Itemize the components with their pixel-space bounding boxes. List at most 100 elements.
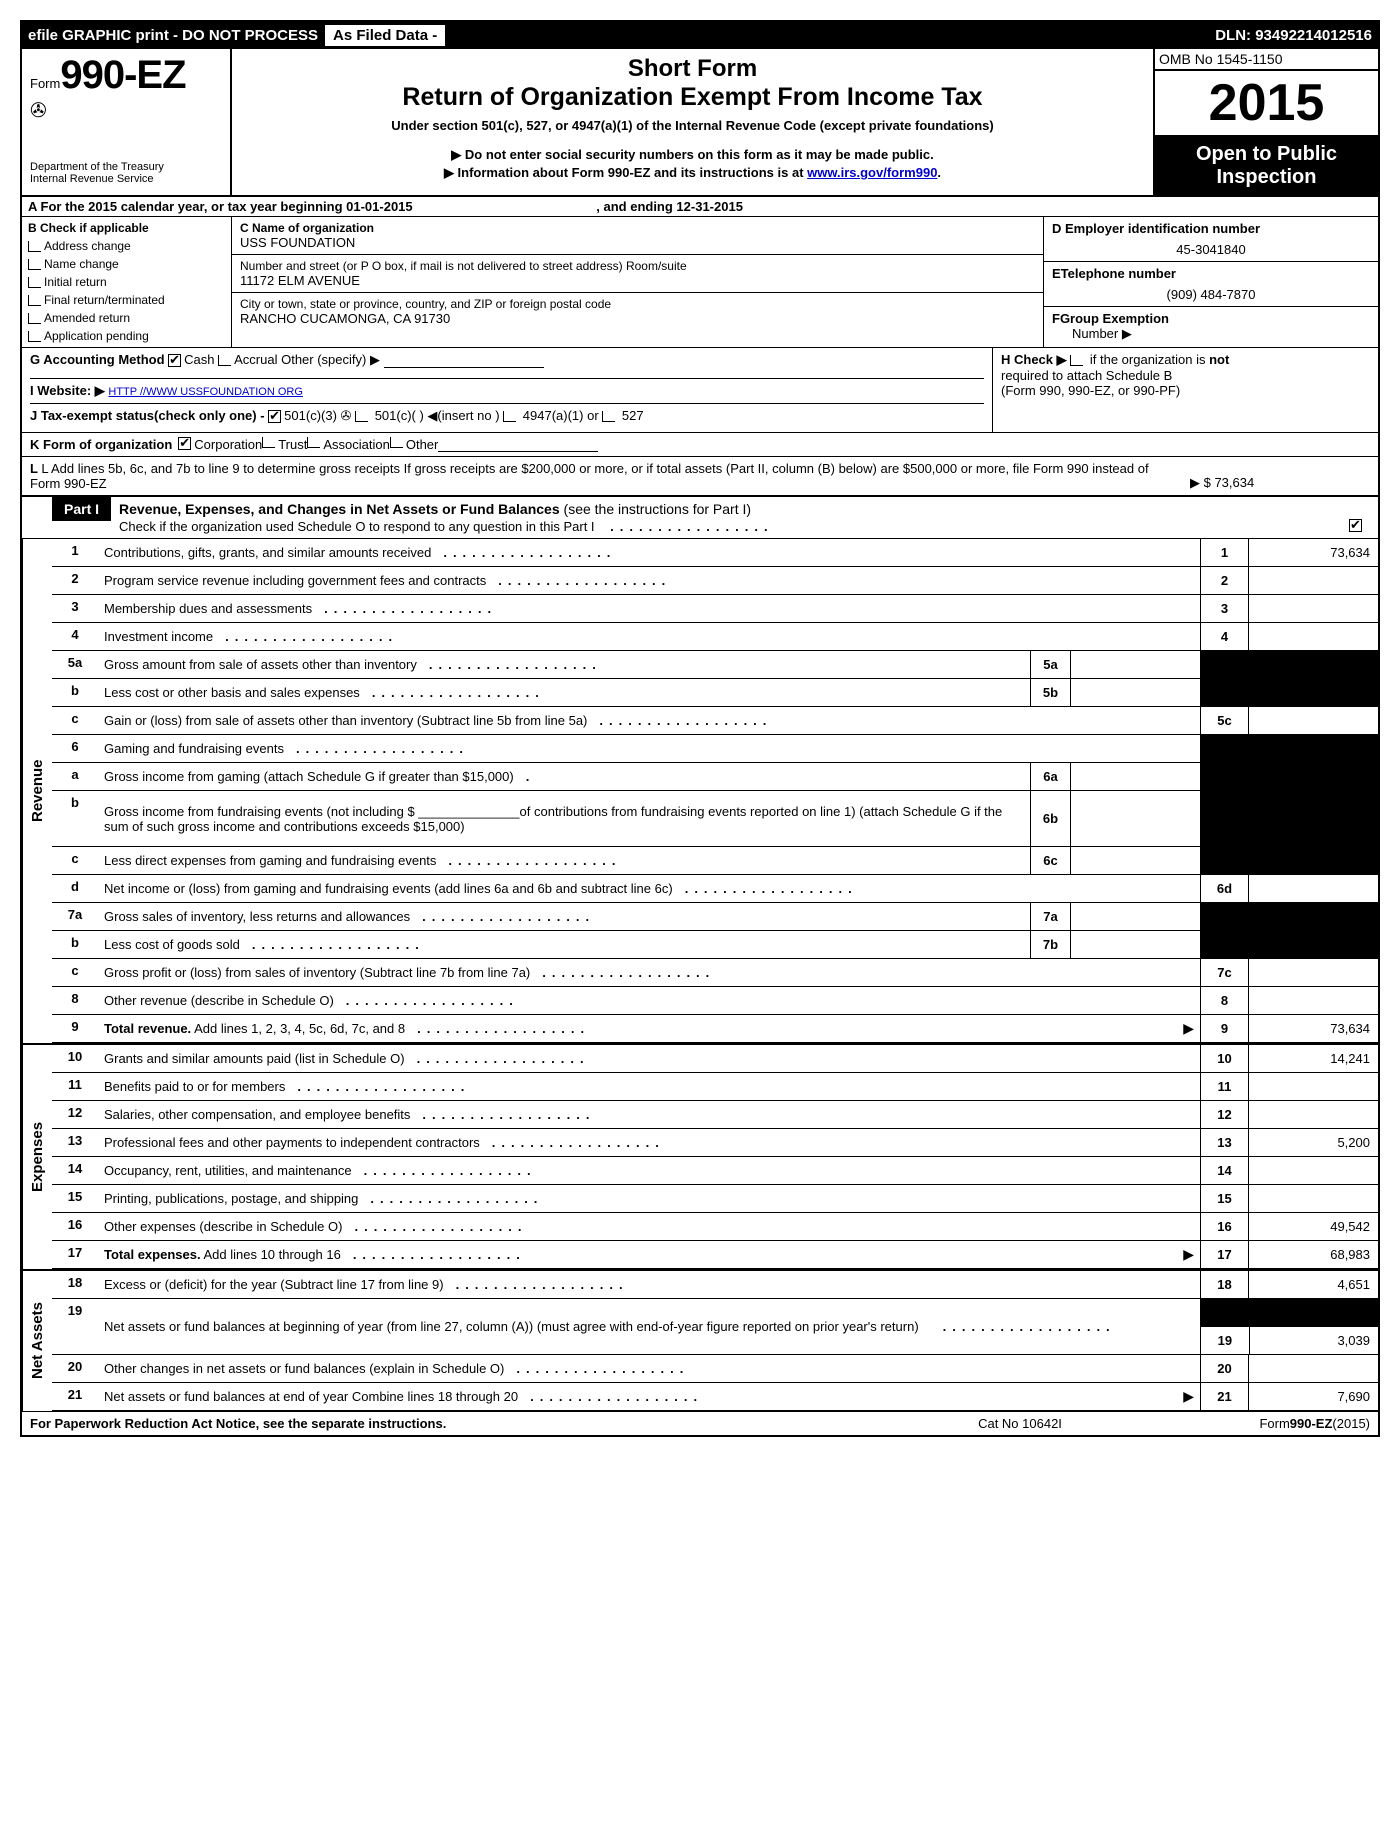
chk-527[interactable] <box>602 411 615 422</box>
chk-assoc[interactable] <box>307 437 320 448</box>
line-description: Contributions, gifts, grants, and simila… <box>98 539 1200 566</box>
line-number: 12 <box>52 1101 98 1128</box>
group-exempt-label: FGroup Exemption <box>1052 311 1169 326</box>
dept-treasury: Department of the Treasury <box>30 161 222 173</box>
ein-value: 45-3041840 <box>1052 242 1370 257</box>
revenue-section: Revenue 1Contributions, gifts, grants, a… <box>22 539 1378 1043</box>
line-row: 7aGross sales of inventory, less returns… <box>52 903 1378 931</box>
line-number: 9 <box>52 1015 98 1042</box>
line-number: 3 <box>52 595 98 622</box>
end-line-value: 68,983 <box>1248 1241 1378 1268</box>
sub-line-value <box>1070 903 1200 930</box>
row-l: L L Add lines 5b, 6c, and 7b to line 9 t… <box>22 457 1378 495</box>
line-number: c <box>52 707 98 734</box>
line-description: Less cost or other basis and sales expen… <box>98 679 1030 706</box>
line-description: Investment income.................. <box>98 623 1200 650</box>
line-description: Less direct expenses from gaming and fun… <box>98 847 1030 874</box>
line-number: 15 <box>52 1185 98 1212</box>
end-line-value <box>1248 875 1378 902</box>
chk-app-pending[interactable] <box>28 331 41 342</box>
chk-accrual[interactable] <box>218 355 231 366</box>
end-line-number: 7c <box>1200 959 1248 986</box>
line-row: cGain or (loss) from sale of assets othe… <box>52 707 1378 735</box>
line-row: 18Excess or (deficit) for the year (Subt… <box>52 1271 1378 1299</box>
line-number: 6 <box>52 735 98 762</box>
street-label: Number and street (or P O box, if mail i… <box>240 259 1035 273</box>
row-h: H Check ▶ if the organization is not req… <box>993 348 1378 432</box>
end-line-number: 16 <box>1200 1213 1248 1240</box>
chk-cash[interactable] <box>168 354 181 367</box>
end-line-value <box>1248 595 1378 622</box>
revenue-side-label: Revenue <box>22 539 52 1043</box>
irs-link[interactable]: www.irs.gov/form990 <box>807 165 937 180</box>
sub-line-value <box>1070 847 1200 874</box>
line-row: 14Occupancy, rent, utilities, and mainte… <box>52 1157 1378 1185</box>
end-line-number: 21 <box>1200 1383 1248 1410</box>
row-a-tax-year: A For the 2015 calendar year, or tax yea… <box>22 197 1378 217</box>
sub-line-number: 7a <box>1030 903 1070 930</box>
header-title-col: Short Form Return of Organization Exempt… <box>232 49 1153 195</box>
end-line-value: 7,690 <box>1248 1383 1378 1410</box>
line-row: 5aGross amount from sale of assets other… <box>52 651 1378 679</box>
expenses-section: Expenses 10Grants and similar amounts pa… <box>22 1043 1378 1269</box>
end-line-value <box>1248 959 1378 986</box>
line-description: Grants and similar amounts paid (list in… <box>98 1045 1200 1072</box>
website-link[interactable]: HTTP //WWW USSFOUNDATION ORG <box>108 386 303 398</box>
end-shaded-val <box>1248 931 1378 958</box>
chk-corp[interactable] <box>178 437 191 450</box>
line-row: 15Printing, publications, postage, and s… <box>52 1185 1378 1213</box>
as-filed-label: As Filed Data - <box>324 24 446 47</box>
chk-sched-o[interactable] <box>1349 519 1362 532</box>
line-row: 6Gaming and fundraising events..........… <box>52 735 1378 763</box>
efile-notice: efile GRAPHIC print - DO NOT PROCESS <box>28 27 318 44</box>
line-number: 17 <box>52 1241 98 1268</box>
line-number: 16 <box>52 1213 98 1240</box>
end-shaded-val <box>1248 763 1378 790</box>
line-row: 11Benefits paid to or for members.......… <box>52 1073 1378 1101</box>
section-b-c-d: B Check if applicable Address change Nam… <box>22 217 1378 348</box>
form-footer-id: Form990-EZ(2015) <box>1170 1416 1370 1431</box>
line-description: Gross sales of inventory, less returns a… <box>98 903 1030 930</box>
line-description: Net income or (loss) from gaming and fun… <box>98 875 1200 902</box>
irs-label: Internal Revenue Service <box>30 173 222 185</box>
chk-501c3[interactable] <box>268 410 281 423</box>
line-description: Benefits paid to or for members.........… <box>98 1073 1200 1100</box>
line-description: Net assets or fund balances at beginning… <box>98 1299 1200 1354</box>
line-row: aGross income from gaming (attach Schedu… <box>52 763 1378 791</box>
sub-line-number: 6b <box>1030 791 1070 846</box>
sub-line-number: 5a <box>1030 651 1070 678</box>
netassets-section: Net Assets 18Excess or (deficit) for the… <box>22 1269 1378 1411</box>
chk-sched-b[interactable] <box>1070 355 1083 366</box>
line-description: Gross income from fundraising events (no… <box>98 791 1030 846</box>
line-description: Excess or (deficit) for the year (Subtra… <box>98 1271 1200 1298</box>
line-description: Occupancy, rent, utilities, and maintena… <box>98 1157 1200 1184</box>
end-line-value: 49,542 <box>1248 1213 1378 1240</box>
line-number: 21 <box>52 1383 98 1410</box>
end-shaded-val <box>1248 847 1378 874</box>
line-row: 21Net assets or fund balances at end of … <box>52 1383 1378 1411</box>
ssn-warning: ▶ Do not enter social security numbers o… <box>242 147 1143 163</box>
end-line-number: 2 <box>1200 567 1248 594</box>
line-description: Printing, publications, postage, and shi… <box>98 1185 1200 1212</box>
chk-name-change[interactable] <box>28 259 41 270</box>
chk-other-org[interactable] <box>390 437 403 448</box>
chk-final-return[interactable] <box>28 295 41 306</box>
line-number: 13 <box>52 1129 98 1156</box>
line-description: Gross income from gaming (attach Schedul… <box>98 763 1030 790</box>
line-row: 20Other changes in net assets or fund ba… <box>52 1355 1378 1383</box>
line-number: 4 <box>52 623 98 650</box>
end-line-number: 20 <box>1200 1355 1248 1382</box>
line-number: 10 <box>52 1045 98 1072</box>
chk-501c[interactable] <box>355 411 368 422</box>
chk-amended[interactable] <box>28 313 41 324</box>
phone-value: (909) 484-7870 <box>1052 287 1370 302</box>
line-number: 8 <box>52 987 98 1014</box>
line-row: 17Total expenses. Add lines 10 through 1… <box>52 1241 1378 1269</box>
line-number: 14 <box>52 1157 98 1184</box>
chk-initial-return[interactable] <box>28 277 41 288</box>
chk-address-change[interactable] <box>28 241 41 252</box>
end-shaded-val <box>1248 651 1378 678</box>
chk-trust[interactable] <box>262 437 275 448</box>
end-shaded <box>1200 791 1248 846</box>
chk-4947[interactable] <box>503 411 516 422</box>
